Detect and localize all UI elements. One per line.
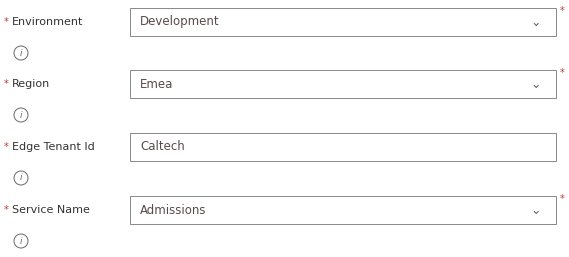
Text: ⌄: ⌄: [531, 204, 541, 216]
Text: ⌄: ⌄: [531, 15, 541, 29]
Text: *: *: [560, 194, 565, 204]
Bar: [130, 8, 556, 36]
Text: Caltech: Caltech: [140, 141, 185, 153]
Text: *: *: [560, 68, 565, 78]
Text: i: i: [20, 173, 22, 182]
Text: *: *: [4, 142, 9, 152]
Bar: [130, 133, 556, 161]
Bar: [130, 196, 556, 224]
Circle shape: [14, 171, 28, 185]
Text: *: *: [560, 6, 565, 16]
Text: *: *: [4, 205, 9, 215]
Text: Service Name: Service Name: [12, 205, 90, 215]
Circle shape: [14, 234, 28, 248]
Circle shape: [14, 46, 28, 60]
Text: Development: Development: [140, 15, 220, 29]
Text: ⌄: ⌄: [531, 78, 541, 90]
Text: Region: Region: [12, 79, 50, 89]
Text: *: *: [4, 17, 9, 27]
Circle shape: [14, 108, 28, 122]
Text: i: i: [20, 49, 22, 58]
Text: Environment: Environment: [12, 17, 84, 27]
Text: i: i: [20, 236, 22, 245]
Text: Admissions: Admissions: [140, 204, 207, 216]
Text: Emea: Emea: [140, 78, 174, 90]
Text: Edge Tenant Id: Edge Tenant Id: [12, 142, 95, 152]
Text: *: *: [4, 79, 9, 89]
Bar: [130, 70, 556, 98]
Text: i: i: [20, 111, 22, 120]
